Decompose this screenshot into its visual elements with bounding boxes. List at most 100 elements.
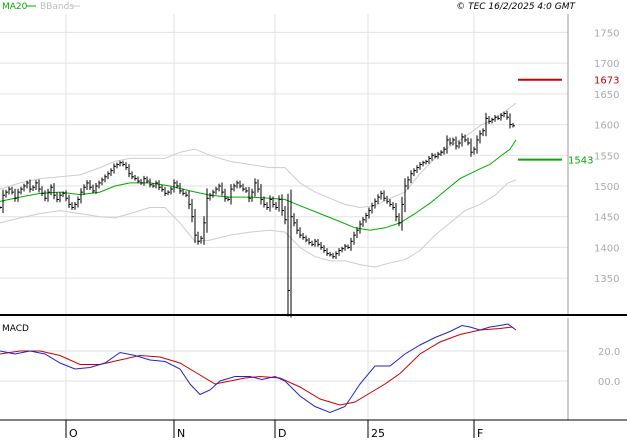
price-bar — [92, 184, 95, 194]
price-bar — [176, 180, 179, 189]
price-bar — [191, 198, 194, 223]
price-bar — [434, 153, 437, 159]
price-bar — [425, 159, 428, 165]
price-bar — [77, 196, 80, 208]
price-bar — [275, 202, 278, 210]
price-bar — [323, 245, 326, 253]
price-bar — [278, 195, 281, 212]
price-bar — [413, 168, 416, 177]
price-bar — [251, 188, 254, 202]
price-bar — [122, 160, 125, 167]
price-grid — [0, 31, 568, 279]
price-bar — [452, 137, 455, 146]
price-bar — [410, 170, 413, 184]
price-bar — [368, 207, 371, 219]
price-bar — [71, 202, 74, 210]
price-bar — [185, 191, 188, 198]
price-bar — [404, 178, 407, 213]
price-bar — [284, 206, 287, 225]
price-bar — [125, 162, 128, 170]
price-bar — [443, 146, 446, 155]
price-y-tick-1400: 1400 — [594, 243, 619, 254]
price-bar — [158, 180, 161, 191]
price-bar — [179, 182, 182, 194]
price-bar — [428, 155, 431, 164]
price-bar — [65, 190, 68, 202]
price-bar — [224, 188, 227, 202]
price-bar — [227, 196, 230, 202]
price-bar — [353, 231, 356, 245]
price-bar — [305, 235, 308, 243]
price-bar — [50, 184, 53, 196]
macd-main-path — [0, 323, 515, 414]
price-bar — [134, 174, 137, 181]
price-bar — [131, 171, 134, 180]
bband-lower-line — [0, 179, 517, 268]
price-bar — [173, 179, 176, 193]
macd-y-tick-20: 20.0 — [598, 347, 620, 358]
price-bar — [320, 241, 323, 250]
price-bar — [230, 184, 233, 205]
price-bar — [62, 191, 65, 198]
price-bar — [503, 111, 506, 118]
price-bar — [485, 112, 488, 137]
price-bar — [86, 180, 89, 191]
price-bar — [107, 171, 110, 180]
price-bar — [338, 248, 341, 256]
price-bar — [116, 162, 119, 169]
price-bar — [401, 196, 404, 231]
price-bar — [200, 235, 203, 244]
price-bar — [488, 116, 491, 124]
price-bar — [149, 178, 152, 188]
price-bar — [137, 176, 140, 184]
price-bar — [356, 227, 359, 239]
price-bar — [14, 188, 17, 202]
price-bar — [242, 183, 245, 192]
price-bar — [314, 238, 317, 247]
price-bar — [59, 192, 62, 203]
price-bar — [269, 195, 272, 212]
price-bar — [287, 193, 290, 317]
price-bar — [422, 160, 425, 167]
price-bar — [263, 196, 266, 208]
price-bar — [266, 202, 269, 210]
price-bar — [389, 198, 392, 207]
price-bar — [209, 192, 212, 201]
price-bar — [5, 189, 8, 198]
bbands — [0, 102, 517, 268]
price-bar — [326, 248, 329, 256]
price-bar — [164, 187, 167, 196]
price-y-tick-1350: 1350 — [594, 274, 619, 285]
price-bar — [308, 237, 311, 245]
price-bar — [203, 216, 206, 245]
price-bar — [500, 112, 503, 121]
price-bar — [167, 190, 170, 196]
price-bar — [95, 182, 98, 194]
price-bar — [53, 183, 56, 200]
price-bar — [374, 198, 377, 209]
price-bar — [17, 188, 20, 202]
price-bar — [272, 196, 275, 208]
price-bar — [293, 213, 296, 227]
price-bar — [245, 187, 248, 193]
price-bar — [110, 168, 113, 177]
price-bar — [461, 133, 464, 147]
price-bar — [449, 137, 452, 146]
price-bar — [350, 237, 353, 251]
price-bar — [494, 115, 497, 122]
price-y-ticks: 1350 1400 1450 1500 1550 1600 1650 1700 1750 — [594, 28, 619, 285]
price-bar — [431, 152, 434, 161]
price-bar — [341, 246, 344, 253]
price-y-tick-1550: 1550 — [594, 151, 619, 162]
price-bar — [359, 220, 362, 234]
price-bar — [221, 182, 224, 196]
price-bar — [470, 138, 473, 157]
price-bar — [152, 183, 155, 188]
price-bar — [377, 194, 380, 205]
price-bar — [347, 244, 350, 250]
price-bar — [161, 185, 164, 192]
price-bar — [236, 180, 239, 189]
price-bar — [344, 244, 347, 251]
price-bar — [206, 188, 209, 233]
price-bar — [290, 189, 293, 318]
